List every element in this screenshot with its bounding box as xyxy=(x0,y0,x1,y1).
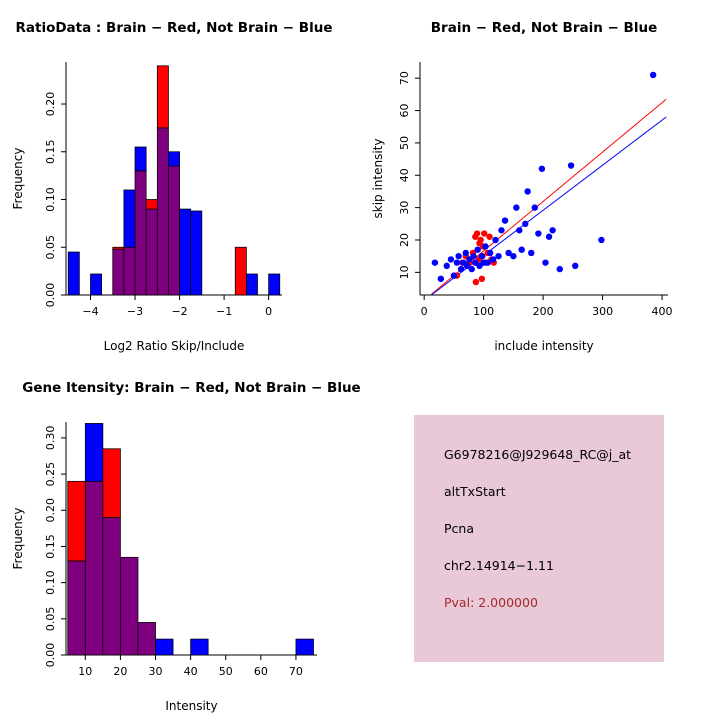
event-type-text: altTxStart xyxy=(444,484,506,499)
svg-text:0: 0 xyxy=(265,305,272,318)
svg-text:0.00: 0.00 xyxy=(44,643,57,668)
svg-text:30: 30 xyxy=(149,665,163,678)
svg-text:0.10: 0.10 xyxy=(44,570,57,595)
svg-text:50: 50 xyxy=(219,665,233,678)
svg-text:400: 400 xyxy=(652,305,673,318)
svg-text:0.20: 0.20 xyxy=(44,498,57,523)
svg-text:10: 10 xyxy=(398,265,411,279)
svg-text:70: 70 xyxy=(289,665,303,678)
svg-text:−1: −1 xyxy=(216,305,232,318)
svg-text:Frequency: Frequency xyxy=(11,148,25,210)
svg-text:100: 100 xyxy=(473,305,494,318)
svg-text:300: 300 xyxy=(592,305,613,318)
svg-text:0.30: 0.30 xyxy=(44,426,57,451)
pval-text: Pval: 2.000000 xyxy=(444,595,538,610)
svg-text:−4: −4 xyxy=(82,305,98,318)
svg-text:0.00: 0.00 xyxy=(44,283,57,308)
svg-text:0.15: 0.15 xyxy=(44,534,57,559)
svg-text:60: 60 xyxy=(254,665,268,678)
svg-text:20: 20 xyxy=(113,665,127,678)
svg-text:20: 20 xyxy=(398,233,411,247)
svg-text:Brain − Red, Not Brain − Blue: Brain − Red, Not Brain − Blue xyxy=(431,20,657,36)
svg-text:−2: −2 xyxy=(171,305,187,318)
svg-text:10: 10 xyxy=(78,665,92,678)
x-axis: −4 −3 −2 −1 0 xyxy=(66,294,282,318)
svg-text:include intensity: include intensity xyxy=(494,339,593,353)
svg-text:−3: −3 xyxy=(127,305,143,318)
svg-text:200: 200 xyxy=(533,305,554,318)
svg-text:0: 0 xyxy=(421,305,428,318)
y-axis: 10 20 30 40 50 60 70 xyxy=(398,62,421,295)
labels: RatioData : Brain − Red, Not Brain − Blu… xyxy=(11,20,333,353)
svg-text:Intensity: Intensity xyxy=(165,699,217,713)
svg-text:40: 40 xyxy=(184,665,198,678)
gene-name-text: Pcna xyxy=(444,521,474,536)
y-axis: 0.00 0.05 0.10 0.15 0.20 0.25 0.30 xyxy=(44,422,67,668)
y-axis: 0.00 0.05 0.10 0.15 0.20 xyxy=(44,62,67,308)
location-text: chr2.14914−1.11 xyxy=(444,558,554,573)
svg-text:60: 60 xyxy=(398,104,411,118)
svg-text:0.15: 0.15 xyxy=(44,140,57,165)
labels: Gene Itensity: Brain − Red, Not Brain − … xyxy=(11,380,360,713)
svg-text:0.05: 0.05 xyxy=(44,235,57,259)
svg-text:skip intensity: skip intensity xyxy=(371,139,385,219)
probe-id-text: G6978216@J929648_RC@j_at xyxy=(444,447,632,462)
svg-text:0.25: 0.25 xyxy=(44,462,57,487)
svg-text:Gene Itensity: Brain − Red, No: Gene Itensity: Brain − Red, Not Brain − … xyxy=(22,380,360,396)
x-axis: 0 100 200 300 400 xyxy=(420,294,673,318)
svg-text:40: 40 xyxy=(398,168,411,182)
svg-text:RatioData : Brain − Red, Not B: RatioData : Brain − Red, Not Brain − Blu… xyxy=(15,20,332,36)
svg-text:0.10: 0.10 xyxy=(44,187,57,212)
histogram-bars xyxy=(67,423,314,656)
x-axis: 10 20 30 40 50 60 70 xyxy=(66,654,317,678)
svg-text:50: 50 xyxy=(398,136,411,150)
labels: Brain − Red, Not Brain − Blue include int… xyxy=(371,20,657,353)
gene-intensity-histogram-panel: 10 20 30 40 50 60 700.000.050.100.150.200.250.… xyxy=(11,380,360,713)
svg-text:Frequency: Frequency xyxy=(11,508,25,570)
svg-text:0.20: 0.20 xyxy=(44,92,57,117)
svg-text:70: 70 xyxy=(398,71,411,85)
svg-text:Log2 Ratio Skip/Include: Log2 Ratio Skip/Include xyxy=(104,339,245,353)
ratio-histogram-panel: −4 −3 −2 −1 0 0.00 0.05 0.10 0.15 0.20 RatioData :… xyxy=(11,20,333,353)
scatter-points xyxy=(431,71,657,286)
info-panel: G6978216@J929648_RC@j_at altTxStart Pcna… xyxy=(360,360,720,720)
histogram-bars xyxy=(67,65,281,296)
svg-text:0.05: 0.05 xyxy=(44,607,57,632)
info-box: G6978216@J929648_RC@j_at altTxStart Pcna… xyxy=(414,415,664,662)
svg-text:30: 30 xyxy=(398,201,411,215)
